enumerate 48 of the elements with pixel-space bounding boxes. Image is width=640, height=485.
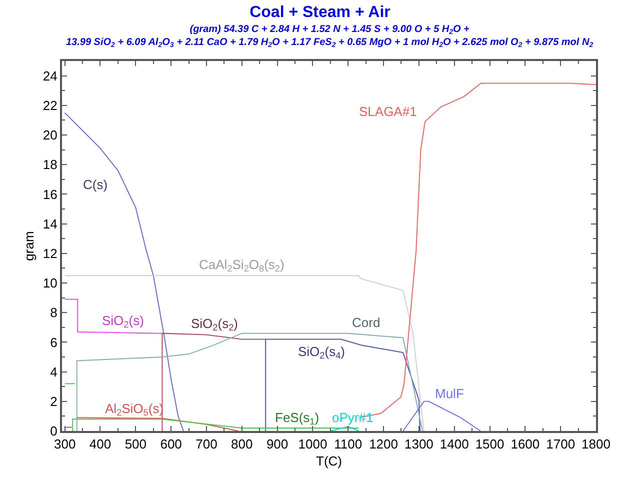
y-tick-label: 12 (42, 246, 58, 261)
x-tick-label: 1200 (369, 436, 398, 452)
line-series (64, 275, 424, 431)
y-tick-label: 4 (50, 364, 58, 380)
y-tick-label: 0 (50, 424, 58, 439)
y-tick-label: 8 (50, 305, 58, 320)
x-tick-label: 1400 (440, 436, 469, 452)
y-tick-label: 2 (50, 394, 58, 409)
x-tick-label: 400 (89, 436, 112, 452)
text: (gram) 54.39 C + 2.84 H + 1.52 N + 1.45 S + 9.00 O + 5 H$_{2}$O + 13.99 SiO$_{2}$ + 6.09 Al$_{2}$O$_{3}$ + 2.11 CaO + 1.79 H$_{2}$O + 1.17 FeS$_{2}$ + 0.65 MgO + 1 mol H$_{2}$O + 2.625 mol O$_{2}$ + 9.875 mol N$_{2}$ (66, 24, 594, 50)
line-series (76, 332, 423, 431)
y-tick-label: 14 (42, 216, 58, 232)
x-tick-label: 1500 (475, 436, 504, 452)
x-tick-label: 1300 (404, 436, 434, 452)
text: CaAl$_{2}$Si$_{2}$O$_{8}$(s$_{2}$) (199, 257, 284, 274)
series-label: SLAGA#1 (359, 104, 417, 119)
y-tick-label: 6 (50, 334, 58, 350)
x-tick-label: 1000 (298, 436, 328, 452)
series-label: Cord (352, 315, 380, 330)
x-tick-label: 1800 (582, 436, 610, 452)
y-tick-label: 22 (42, 98, 58, 113)
x-tick-label: 800 (231, 436, 253, 452)
y-tick-label: 10 (42, 276, 58, 291)
y-tick-label: 24 (42, 68, 58, 84)
line-series (265, 338, 421, 431)
x-axis-title: T(C) (316, 454, 342, 469)
y-tick-label: 20 (42, 128, 58, 143)
x-tick-label: 300 (54, 436, 76, 452)
x-tick-label: 900 (266, 436, 288, 452)
series-label: oPyr#1 (332, 410, 374, 425)
series-label: SiO$_{2}$(s$_{4}$) (298, 344, 345, 361)
x-tick-label: 500 (124, 436, 147, 452)
x-tick-label: 1700 (546, 436, 576, 452)
series-label: FeS(s$_{1}$) (275, 410, 320, 427)
series-label: C(s) (83, 177, 108, 192)
y-tick-label: 18 (42, 157, 58, 172)
x-tick-label: 1100 (334, 436, 362, 452)
chart-title: Coal + Steam + Air (250, 4, 390, 22)
series-label: SiO$_{2}$(s$_{2}$) (191, 316, 238, 333)
series-label: MulF (435, 386, 464, 401)
y-axis-title: gram (21, 231, 36, 261)
series-label: SiO$_{2}$(s) (102, 313, 144, 330)
line-series (162, 332, 266, 431)
y-tick-label: 16 (42, 186, 58, 202)
line-series (64, 112, 184, 431)
x-tick-label: 700 (196, 436, 218, 452)
x-tick-label: 600 (160, 436, 182, 452)
x-tick-label: 1600 (510, 436, 540, 452)
